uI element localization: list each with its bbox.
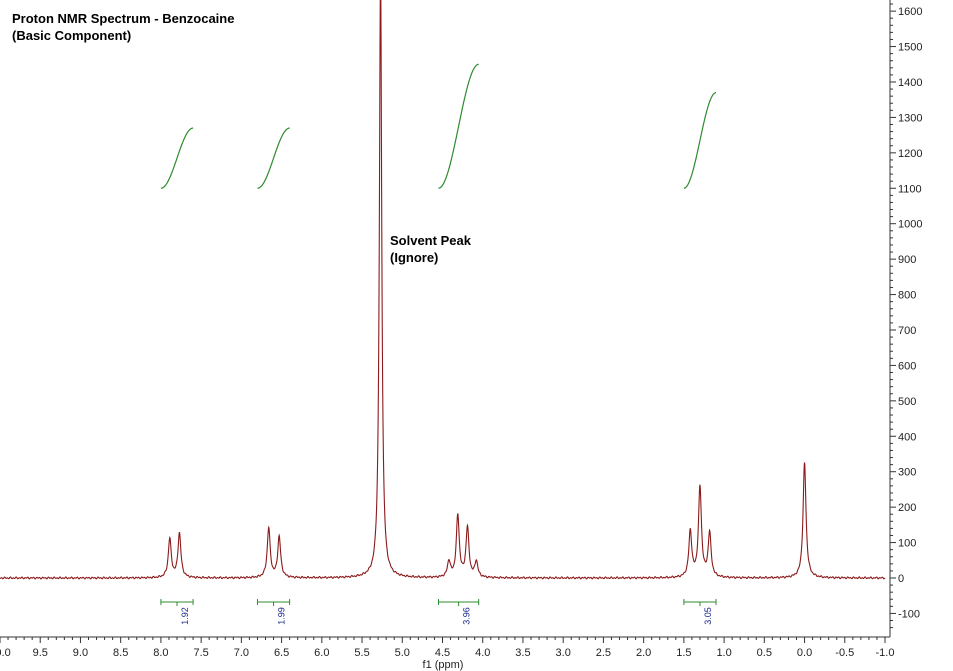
integral-curve [438, 63, 479, 189]
integral-value: 3.96 [462, 607, 472, 625]
y-tick-label: 200 [898, 502, 916, 514]
chart-subtitle: (Basic Component) [12, 28, 132, 43]
x-tick-label: 0.0 [797, 647, 812, 659]
y-tick-label: 1200 [898, 148, 922, 160]
integral-3: 3.96 [437, 63, 480, 625]
annotation-line-1: Solvent Peak [390, 233, 471, 248]
x-tick-label: 5.5 [354, 647, 369, 659]
y-tick-label: -100 [898, 608, 920, 620]
y-tick-label: 1000 [898, 219, 922, 231]
x-tick-label: 0.5 [757, 647, 772, 659]
integral-curve [257, 127, 290, 189]
x-tick-label: 8.5 [113, 647, 128, 659]
y-tick-label: 1600 [898, 6, 922, 18]
integral-value: 1.99 [277, 607, 287, 625]
solvent-peak-annotation: Solvent Peak (Ignore) [390, 232, 471, 266]
x-tick-label: 4.5 [435, 647, 450, 659]
integral-value: 3.05 [703, 607, 713, 625]
x-axis-label: f1 (ppm) [423, 659, 464, 671]
x-tick-label: 7.0 [234, 647, 249, 659]
y-tick-label: 400 [898, 431, 916, 443]
integral-4: 3.05 [683, 92, 717, 625]
integral-2: 1.99 [256, 127, 291, 625]
x-tick-label: 8.0 [153, 647, 168, 659]
x-tick-label: 10.0 [0, 647, 11, 659]
x-tick-label: 4.0 [475, 647, 490, 659]
x-tick-label: 9.5 [33, 647, 48, 659]
y-tick-label: 1500 [898, 42, 922, 54]
x-tick-label: 3.5 [515, 647, 530, 659]
chart-title-block: Proton NMR Spectrum - Benzocaine (Basic … [12, 10, 234, 44]
y-tick-label: 100 [898, 538, 916, 550]
y-tick-label: 1400 [898, 77, 922, 89]
x-tick-label: 9.0 [73, 647, 88, 659]
annotation-line-2: (Ignore) [390, 250, 439, 265]
y-tick-label: 700 [898, 325, 916, 337]
x-tick-label: -1.0 [876, 647, 895, 659]
spectrum-trace [0, 0, 886, 580]
integral-curve [683, 92, 717, 189]
integral-1: 1.92 [160, 127, 194, 625]
x-tick-label: 5.0 [395, 647, 410, 659]
x-axis: 10.0 9.5 9.0 8.5 8.0 7.5 7.0 6.5 6.0 5.5 5.0 4.5 4.0… [0, 636, 895, 659]
y-tick-label: 0 [898, 573, 904, 585]
y-tick-label: 300 [898, 467, 916, 479]
x-tick-label: 2.5 [596, 647, 611, 659]
x-tick-label: 1.0 [716, 647, 731, 659]
x-tick-label: 3.0 [556, 647, 571, 659]
integral-layer: 1.92 1.99 3.96 3.05 [160, 63, 717, 625]
y-tick-label: 500 [898, 396, 916, 408]
integral-curve [160, 127, 194, 189]
y-tick-label: 900 [898, 254, 916, 266]
integral-value: 1.92 [180, 607, 190, 625]
x-tick-label: 7.5 [193, 647, 208, 659]
y-axis: -100 0 100 200 300 400 500 600 700 800 900 1000 1100… [889, 0, 922, 637]
x-tick-label: 2.0 [636, 647, 651, 659]
chart-title: Proton NMR Spectrum - Benzocaine [12, 11, 235, 26]
spectrum-layer [0, 0, 886, 580]
y-tick-label: 800 [898, 290, 916, 302]
x-tick-label: -0.5 [835, 647, 854, 659]
y-tick-label: 600 [898, 360, 916, 372]
x-tick-label: 6.5 [274, 647, 289, 659]
y-tick-label: 1300 [898, 112, 922, 124]
y-tick-label: 1100 [898, 183, 922, 195]
x-tick-label: 1.5 [676, 647, 691, 659]
x-tick-label: 6.0 [314, 647, 329, 659]
